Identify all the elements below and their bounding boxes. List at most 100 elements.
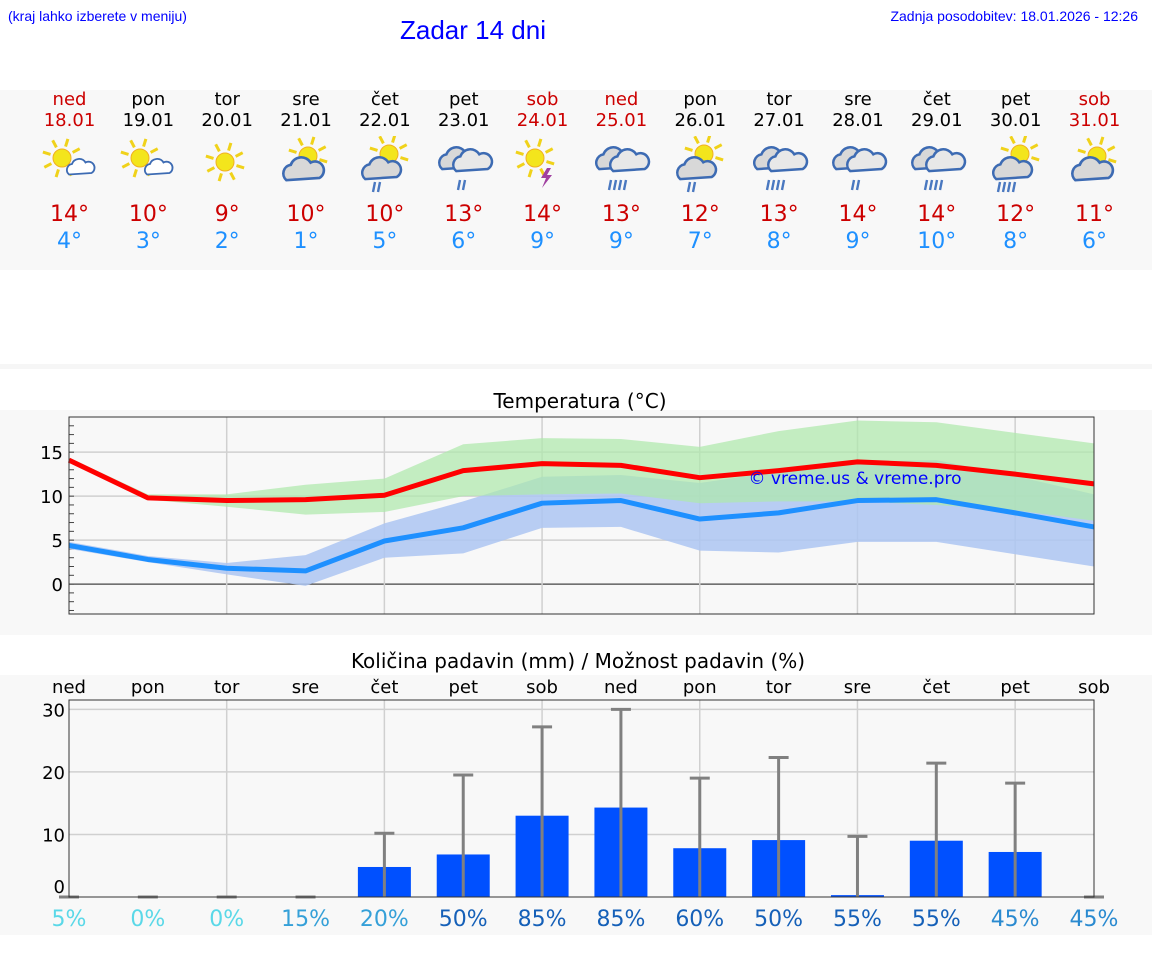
y-tick-label: 5 [52,531,63,552]
y-tick-label: 10 [40,487,63,508]
y-tick-label: 0 [54,877,65,898]
divider [0,364,1152,369]
day-date: 20.01 [201,110,253,131]
day-label: ned [604,677,638,698]
precipitation-probability: 55% [833,907,882,932]
weather-sun-small-cloud-icon [41,138,95,178]
max-temperature: 10° [365,202,405,227]
max-temperature-line [67,457,1095,504]
precipitation-probability: 0% [130,907,165,932]
min-temperature: 9° [530,229,556,254]
weather-cloud-rain-icon [753,146,809,191]
day-date: 21.01 [280,110,332,131]
day-name: sre [844,89,872,110]
min-temperature: 2° [214,229,240,254]
precipitation-probability: 5% [52,907,87,932]
y-tick-label: 10 [42,825,65,846]
precipitation-probability: 50% [439,907,488,932]
day-name: tor [766,89,792,110]
max-temperature: 13° [601,202,641,227]
chart-title: Temperatura (°C) [492,389,666,413]
precipitation-probability: 50% [754,907,803,932]
precipitation-probability: 55% [912,907,961,932]
day-date: 28.01 [832,110,884,131]
min-temperature: 3° [135,229,161,254]
day-date: 29.01 [911,110,963,131]
day-name: ned [604,89,639,110]
forecast-day: čet 29.01 14° 10° [897,90,976,256]
max-temperature: 12° [996,202,1036,227]
plot-frame [68,416,1095,615]
watermark: © vreme.us & vreme.pro [748,469,961,489]
max-temperature: 9° [214,202,240,227]
min-temperature: 8° [766,229,792,254]
day-date: 18.01 [43,110,96,131]
min-temperature: 4° [57,229,82,254]
day-label: čet [922,677,950,698]
precipitation-probability: 0% [209,907,244,932]
daily-forecast-strip: ned 18.01 14° 4° pon 19.01 10° 3° tor 20.0… [0,90,1152,270]
day-name: ned [52,89,87,110]
weather-cloud-rain-icon [910,146,966,191]
max-temperature: 14° [523,202,563,227]
chart-background [0,675,1152,935]
forecast-day: tor 20.01 9° 2° [188,90,267,256]
day-label: sre [292,677,319,698]
day-label: pet [448,677,478,698]
y-tick-label: 30 [42,700,65,721]
min-temperature: 10° [917,229,957,254]
forecast-day: sob 24.01 14° 9° [503,90,582,256]
precipitation-probability: 45% [1070,907,1119,932]
precipitation-probability: 20% [360,907,409,932]
day-name: pon [131,89,166,110]
weather-sun-cloud-heavy-rain-icon [991,136,1040,193]
y-tick-label: 0 [52,575,63,596]
day-date: 31.01 [1068,110,1121,131]
day-date: 22.01 [359,110,411,131]
day-date: 27.01 [753,110,805,131]
min-temperature: 7° [687,229,713,254]
forecast-day: pet 23.01 13° 6° [424,90,503,256]
day-name: pet [448,89,479,110]
precipitation-probability: 60% [675,907,724,932]
forecast-day: pon 19.01 10° 3° [109,90,188,256]
min-temperature: 9° [845,229,871,254]
max-temperature: 14° [838,202,878,227]
day-date: 24.01 [516,110,569,131]
max-temperature: 14° [50,202,89,227]
weather-cloud-rain-icon [595,146,651,191]
precipitation-chart: Količina padavin (mm) / Možnost padavin … [0,649,1152,935]
min-temperature: 9° [608,229,634,254]
weather-sun-cloud-icon [282,136,328,182]
weather-cloud-light-rain-icon [437,146,493,191]
day-name: čet [922,89,951,110]
day-date: 30.01 [989,110,1042,131]
min-temperature: 6° [1082,229,1107,254]
day-date: 25.01 [595,110,648,131]
min-temperature: 1° [293,229,319,254]
forecast-day: pon 26.01 12° 7° [661,90,740,256]
day-date: 26.01 [674,110,727,131]
weather-sun-cloud-light-rain-icon [676,136,724,193]
day-label: sob [1078,677,1110,698]
min-temperature: 8° [1003,229,1029,254]
forecast-day: tor 27.01 13° 8° [740,90,819,256]
day-label: sre [844,677,871,698]
forecast-day: sob 31.01 11° 6° [1055,90,1134,256]
day-date: 19.01 [122,110,175,131]
max-temperature: 10° [286,202,326,227]
min-temperature: 5° [372,229,398,254]
weather-sun-small-cloud-icon [120,138,174,178]
min-temperature: 6° [451,229,477,254]
day-name: pon [683,89,718,110]
chart-title: Količina padavin (mm) / Možnost padavin … [351,649,805,673]
precipitation-probability: 85% [596,907,645,932]
day-name: tor [214,89,240,110]
forecast-day: ned 18.01 14° 4° [30,90,109,256]
max-temperature: 13° [444,202,484,227]
weather-sun-thunder-icon [515,138,555,188]
precipitation-probability: 85% [518,907,567,932]
day-label: pet [1000,677,1030,698]
last-updated: Zadnja posodobitev: 18.01.2026 - 12:26 [890,8,1138,24]
max-temperature: 12° [680,202,720,227]
